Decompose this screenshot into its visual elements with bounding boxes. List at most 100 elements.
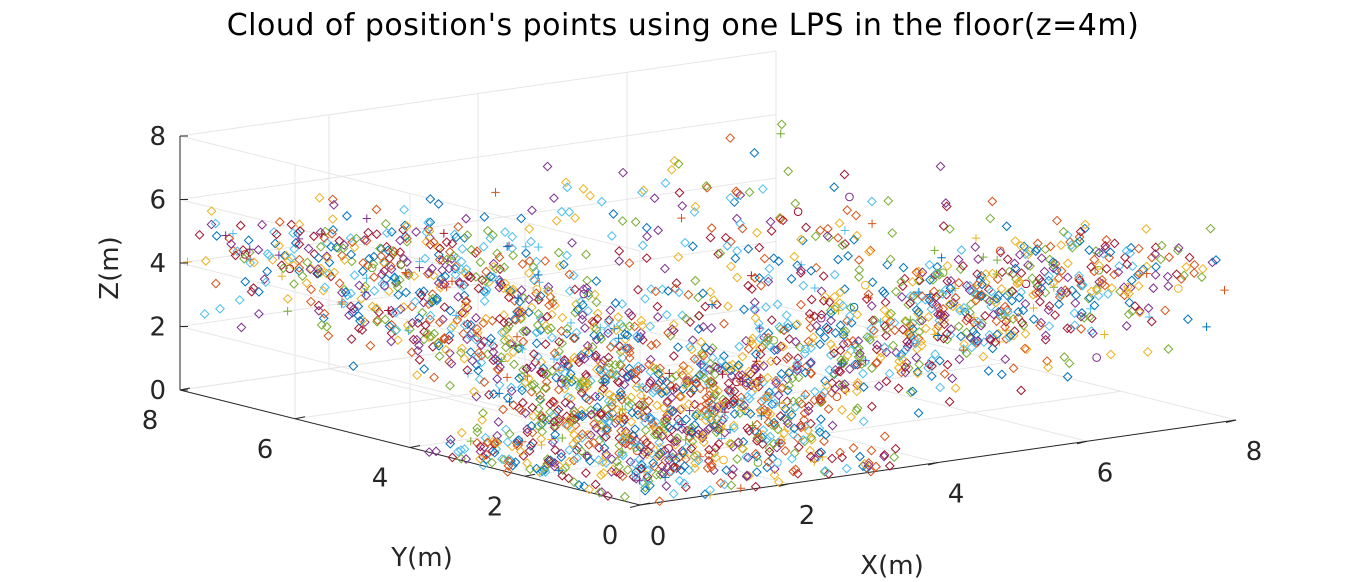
data-point <box>953 254 964 265</box>
data-point <box>954 354 965 365</box>
data-point <box>473 365 484 376</box>
data-point <box>1030 246 1041 257</box>
data-point <box>439 334 450 344</box>
data-point <box>597 457 608 467</box>
data-point <box>891 286 901 297</box>
data-point <box>1076 311 1086 322</box>
data-point <box>735 376 746 386</box>
data-point <box>790 198 801 209</box>
data-point <box>1043 275 1054 286</box>
data-point <box>566 356 576 366</box>
data-point <box>755 343 766 354</box>
data-point <box>840 326 851 337</box>
data-point <box>1074 270 1084 281</box>
data-point <box>778 215 788 226</box>
data-point <box>447 277 457 286</box>
data-point <box>687 428 697 438</box>
data-point <box>959 345 968 355</box>
data-point <box>779 428 789 439</box>
data-point <box>460 301 471 311</box>
data-point <box>879 342 890 353</box>
data-point <box>712 401 723 412</box>
data-point <box>564 286 575 296</box>
data-point <box>570 420 581 431</box>
data-point <box>819 436 829 447</box>
data-point <box>762 434 773 444</box>
data-point <box>622 371 632 382</box>
data-point <box>701 399 711 409</box>
data-point <box>327 228 337 239</box>
data-point <box>718 424 727 434</box>
data-point <box>912 366 923 377</box>
data-point <box>1062 323 1073 334</box>
data-point <box>693 292 704 303</box>
data-point <box>731 213 742 224</box>
data-point <box>744 393 755 404</box>
data-point <box>592 308 603 319</box>
x-tick-mark <box>778 483 790 487</box>
data-point <box>829 348 839 359</box>
data-point <box>546 309 557 320</box>
data-point <box>700 342 711 353</box>
data-point <box>499 335 510 346</box>
data-point <box>931 300 942 310</box>
data-point <box>719 318 729 329</box>
data-point <box>809 311 820 322</box>
data-point <box>807 337 817 348</box>
data-point <box>551 215 562 226</box>
data-point <box>630 470 641 481</box>
data-point <box>701 392 712 403</box>
data-point <box>1189 268 1200 278</box>
data-point <box>888 340 899 351</box>
data-point <box>1062 272 1073 283</box>
data-point <box>467 355 478 366</box>
data-point <box>839 333 848 342</box>
data-point <box>1220 285 1229 295</box>
data-point <box>673 342 683 353</box>
data-point <box>973 254 984 265</box>
data-point <box>923 362 934 373</box>
data-point <box>824 365 835 375</box>
data-point <box>1094 265 1104 275</box>
data-point <box>378 257 389 268</box>
data-point <box>690 275 701 286</box>
data-point <box>1035 296 1045 307</box>
data-point <box>754 242 765 253</box>
data-point <box>1150 249 1161 260</box>
data-point <box>805 358 816 369</box>
data-point <box>855 451 865 462</box>
data-point <box>317 229 327 239</box>
data-point <box>707 352 718 363</box>
data-point <box>339 240 350 251</box>
data-point <box>604 358 615 368</box>
data-point <box>704 450 714 461</box>
data-point <box>543 455 554 466</box>
data-point <box>661 309 672 320</box>
data-point <box>737 351 748 362</box>
data-point <box>1013 307 1024 317</box>
data-point <box>698 350 709 361</box>
data-point <box>640 485 651 496</box>
data-point <box>839 284 850 295</box>
data-point <box>964 307 975 318</box>
data-point <box>818 271 829 282</box>
data-point <box>570 213 581 223</box>
data-point <box>835 447 845 458</box>
data-point <box>349 270 360 281</box>
floor-grid-line <box>294 333 892 420</box>
data-point <box>894 356 905 367</box>
wall-grid-line <box>179 304 777 391</box>
data-point <box>262 266 273 277</box>
data-point <box>540 467 551 477</box>
data-point <box>608 392 619 403</box>
data-point <box>721 361 731 372</box>
data-point <box>319 308 330 319</box>
data-point <box>346 288 356 299</box>
data-point <box>801 344 810 354</box>
data-point <box>433 338 444 349</box>
data-point <box>581 468 591 478</box>
data-point <box>401 287 411 298</box>
data-point <box>633 409 643 420</box>
data-point <box>826 339 836 350</box>
data-point <box>456 264 467 275</box>
